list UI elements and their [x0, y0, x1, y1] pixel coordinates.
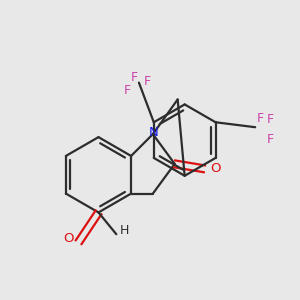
Text: F: F — [267, 133, 274, 146]
Text: O: O — [210, 162, 221, 175]
Text: F: F — [130, 71, 137, 84]
Text: F: F — [124, 84, 131, 97]
Text: O: O — [63, 232, 74, 245]
Text: F: F — [143, 75, 150, 88]
Text: N: N — [149, 126, 159, 139]
Text: F: F — [256, 112, 264, 125]
Text: H: H — [119, 224, 129, 237]
Text: F: F — [267, 113, 274, 126]
